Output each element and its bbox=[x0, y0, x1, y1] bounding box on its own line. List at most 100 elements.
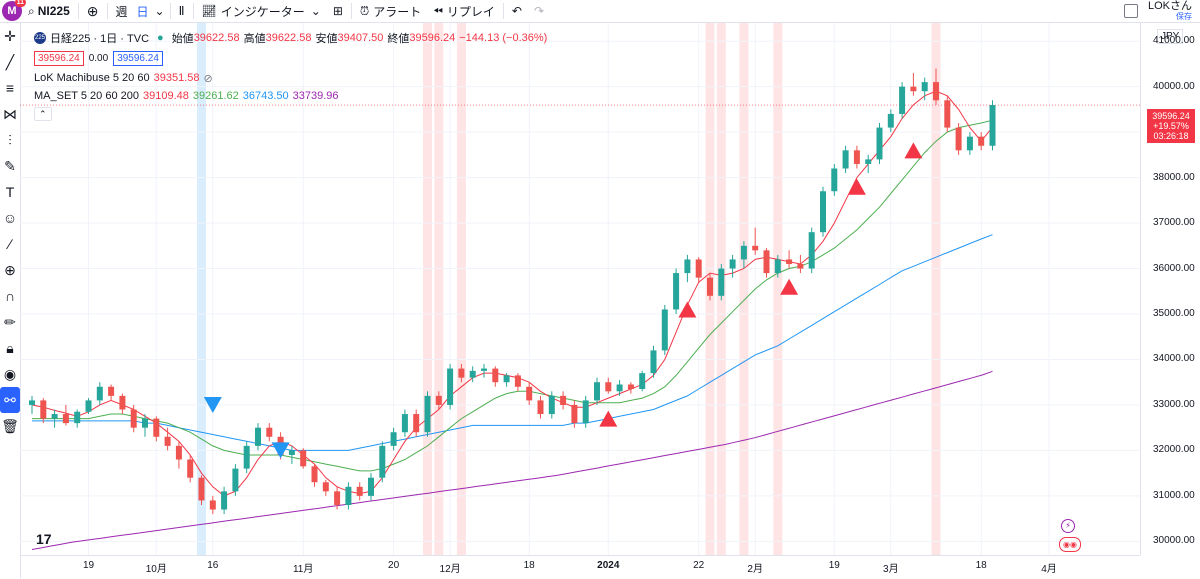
candle[interactable] bbox=[808, 227, 815, 274]
candle[interactable] bbox=[729, 254, 736, 278]
indicators-button[interactable]: 📈︎ インジケーター ⌄ bbox=[196, 0, 327, 22]
hidden-icon[interactable]: ⊘ bbox=[203, 72, 213, 85]
lightning-icon[interactable]: ⚡︎ bbox=[1061, 519, 1075, 533]
candle[interactable] bbox=[887, 109, 894, 133]
time-axis[interactable]: 19 10月 16 11月 20 12月 18 2024 22 2月 19 3月 18 4月 bbox=[20, 555, 1140, 579]
candle[interactable] bbox=[673, 268, 680, 315]
ruler-icon[interactable]: ∕ bbox=[8, 236, 12, 252]
candle[interactable] bbox=[752, 227, 759, 255]
candle[interactable] bbox=[774, 254, 781, 278]
crosshair-icon[interactable]: ✛ bbox=[4, 27, 16, 44]
redo-icon[interactable]: ↷ bbox=[533, 4, 545, 18]
candle[interactable] bbox=[582, 395, 589, 428]
sell-price-box[interactable]: 39596.24 bbox=[34, 50, 84, 66]
price-axis[interactable]: JPY 30000.00 31000.00 32000.00 33000.00 3400… bbox=[1140, 23, 1200, 555]
candle[interactable] bbox=[695, 257, 702, 283]
timeframe-week-button[interactable]: 週 bbox=[115, 4, 128, 19]
candle[interactable] bbox=[266, 423, 273, 442]
candle[interactable] bbox=[413, 409, 420, 437]
candle[interactable] bbox=[187, 454, 194, 483]
candle[interactable] bbox=[989, 100, 996, 151]
candle[interactable] bbox=[255, 423, 261, 451]
compare-button[interactable]: ⊕ bbox=[81, 0, 105, 22]
save-label[interactable]: 保存 bbox=[1176, 12, 1192, 21]
candle[interactable] bbox=[594, 377, 600, 405]
candle[interactable] bbox=[243, 441, 250, 474]
symbol-title[interactable]: 日経225 · 1日 · TVC bbox=[50, 33, 150, 45]
candle[interactable] bbox=[842, 145, 849, 174]
candle[interactable] bbox=[526, 382, 533, 405]
brush-icon[interactable]: ✎ bbox=[4, 157, 16, 174]
undo-icon[interactable]: ↶ bbox=[511, 4, 522, 18]
link-icon[interactable]: ⚯ bbox=[0, 387, 20, 413]
candle[interactable] bbox=[548, 391, 555, 419]
candle[interactable] bbox=[537, 395, 544, 419]
candle[interactable] bbox=[831, 163, 838, 196]
candle[interactable] bbox=[175, 441, 182, 469]
candle[interactable] bbox=[853, 145, 860, 169]
candle[interactable] bbox=[707, 273, 713, 301]
fullscreen-checkbox[interactable] bbox=[1123, 4, 1138, 18]
pattern-icon[interactable]: ⋈ bbox=[3, 105, 17, 122]
price-chart[interactable] bbox=[20, 23, 1140, 555]
indicator2-name[interactable]: MA_SET 5 20 60 200 bbox=[34, 90, 139, 102]
candle[interactable] bbox=[108, 384, 115, 401]
candle[interactable] bbox=[51, 409, 58, 428]
candle[interactable] bbox=[944, 95, 951, 133]
fib-tools-icon[interactable]: ⫶ bbox=[8, 131, 12, 148]
candle[interactable] bbox=[503, 373, 510, 387]
trend-line-icon[interactable]: ╱ bbox=[5, 53, 15, 70]
candle[interactable] bbox=[198, 475, 205, 505]
candle[interactable] bbox=[96, 382, 103, 405]
candle[interactable] bbox=[650, 345, 657, 378]
chevron-up-icon[interactable]: ⌃ bbox=[34, 107, 52, 121]
candle[interactable] bbox=[300, 448, 307, 469]
candle[interactable] bbox=[345, 482, 352, 510]
candle[interactable] bbox=[119, 393, 126, 415]
candle[interactable] bbox=[164, 427, 171, 451]
candle[interactable] bbox=[481, 364, 487, 378]
candle[interactable] bbox=[740, 241, 747, 269]
magnet-icon[interactable]: ∩ bbox=[4, 288, 16, 304]
avatar[interactable]: M 11 bbox=[2, 0, 26, 21]
candle[interactable] bbox=[458, 364, 465, 383]
candle[interactable] bbox=[978, 132, 985, 151]
candle[interactable] bbox=[571, 400, 578, 428]
candle[interactable] bbox=[368, 473, 374, 501]
chevron-down-icon[interactable]: ⌄ bbox=[154, 4, 165, 18]
candle[interactable] bbox=[153, 416, 160, 442]
candle[interactable] bbox=[40, 398, 47, 424]
candle[interactable] bbox=[797, 254, 804, 274]
candle[interactable] bbox=[390, 427, 397, 451]
candle[interactable] bbox=[560, 391, 567, 410]
symbol-search-button[interactable]: ⌕ NI225 bbox=[22, 0, 76, 22]
zoom-in-icon[interactable]: ⊕ bbox=[4, 261, 16, 278]
candle[interactable] bbox=[401, 409, 408, 437]
candle[interactable] bbox=[74, 409, 81, 428]
candle[interactable] bbox=[435, 391, 442, 410]
candle[interactable] bbox=[514, 373, 521, 392]
candle[interactable] bbox=[684, 254, 691, 283]
candle[interactable] bbox=[627, 382, 634, 394]
candle[interactable] bbox=[322, 479, 329, 496]
candle[interactable] bbox=[379, 441, 386, 483]
candle[interactable] bbox=[616, 379, 623, 396]
candle[interactable] bbox=[718, 263, 725, 301]
candle[interactable] bbox=[605, 377, 612, 394]
horizontal-lines-icon[interactable]: ≡ bbox=[5, 80, 15, 96]
eye-icon[interactable]: ◉ bbox=[3, 365, 17, 382]
candle[interactable] bbox=[85, 398, 92, 415]
candle[interactable] bbox=[232, 464, 239, 496]
candle[interactable] bbox=[639, 370, 646, 392]
candle[interactable] bbox=[209, 495, 216, 515]
candle[interactable] bbox=[469, 366, 476, 383]
indicator1-name[interactable]: LoK Machibuse 5 20 60 bbox=[34, 72, 150, 84]
candle[interactable] bbox=[910, 73, 917, 96]
layout-grid-icon[interactable]: ⊞ bbox=[332, 4, 343, 18]
candle[interactable] bbox=[820, 186, 826, 237]
candle[interactable] bbox=[142, 414, 148, 437]
candle[interactable] bbox=[424, 391, 431, 437]
trash-icon[interactable]: 🗑︎ bbox=[1, 417, 19, 434]
candle[interactable] bbox=[288, 445, 295, 465]
user-name[interactable]: LOKさん bbox=[1147, 0, 1192, 12]
